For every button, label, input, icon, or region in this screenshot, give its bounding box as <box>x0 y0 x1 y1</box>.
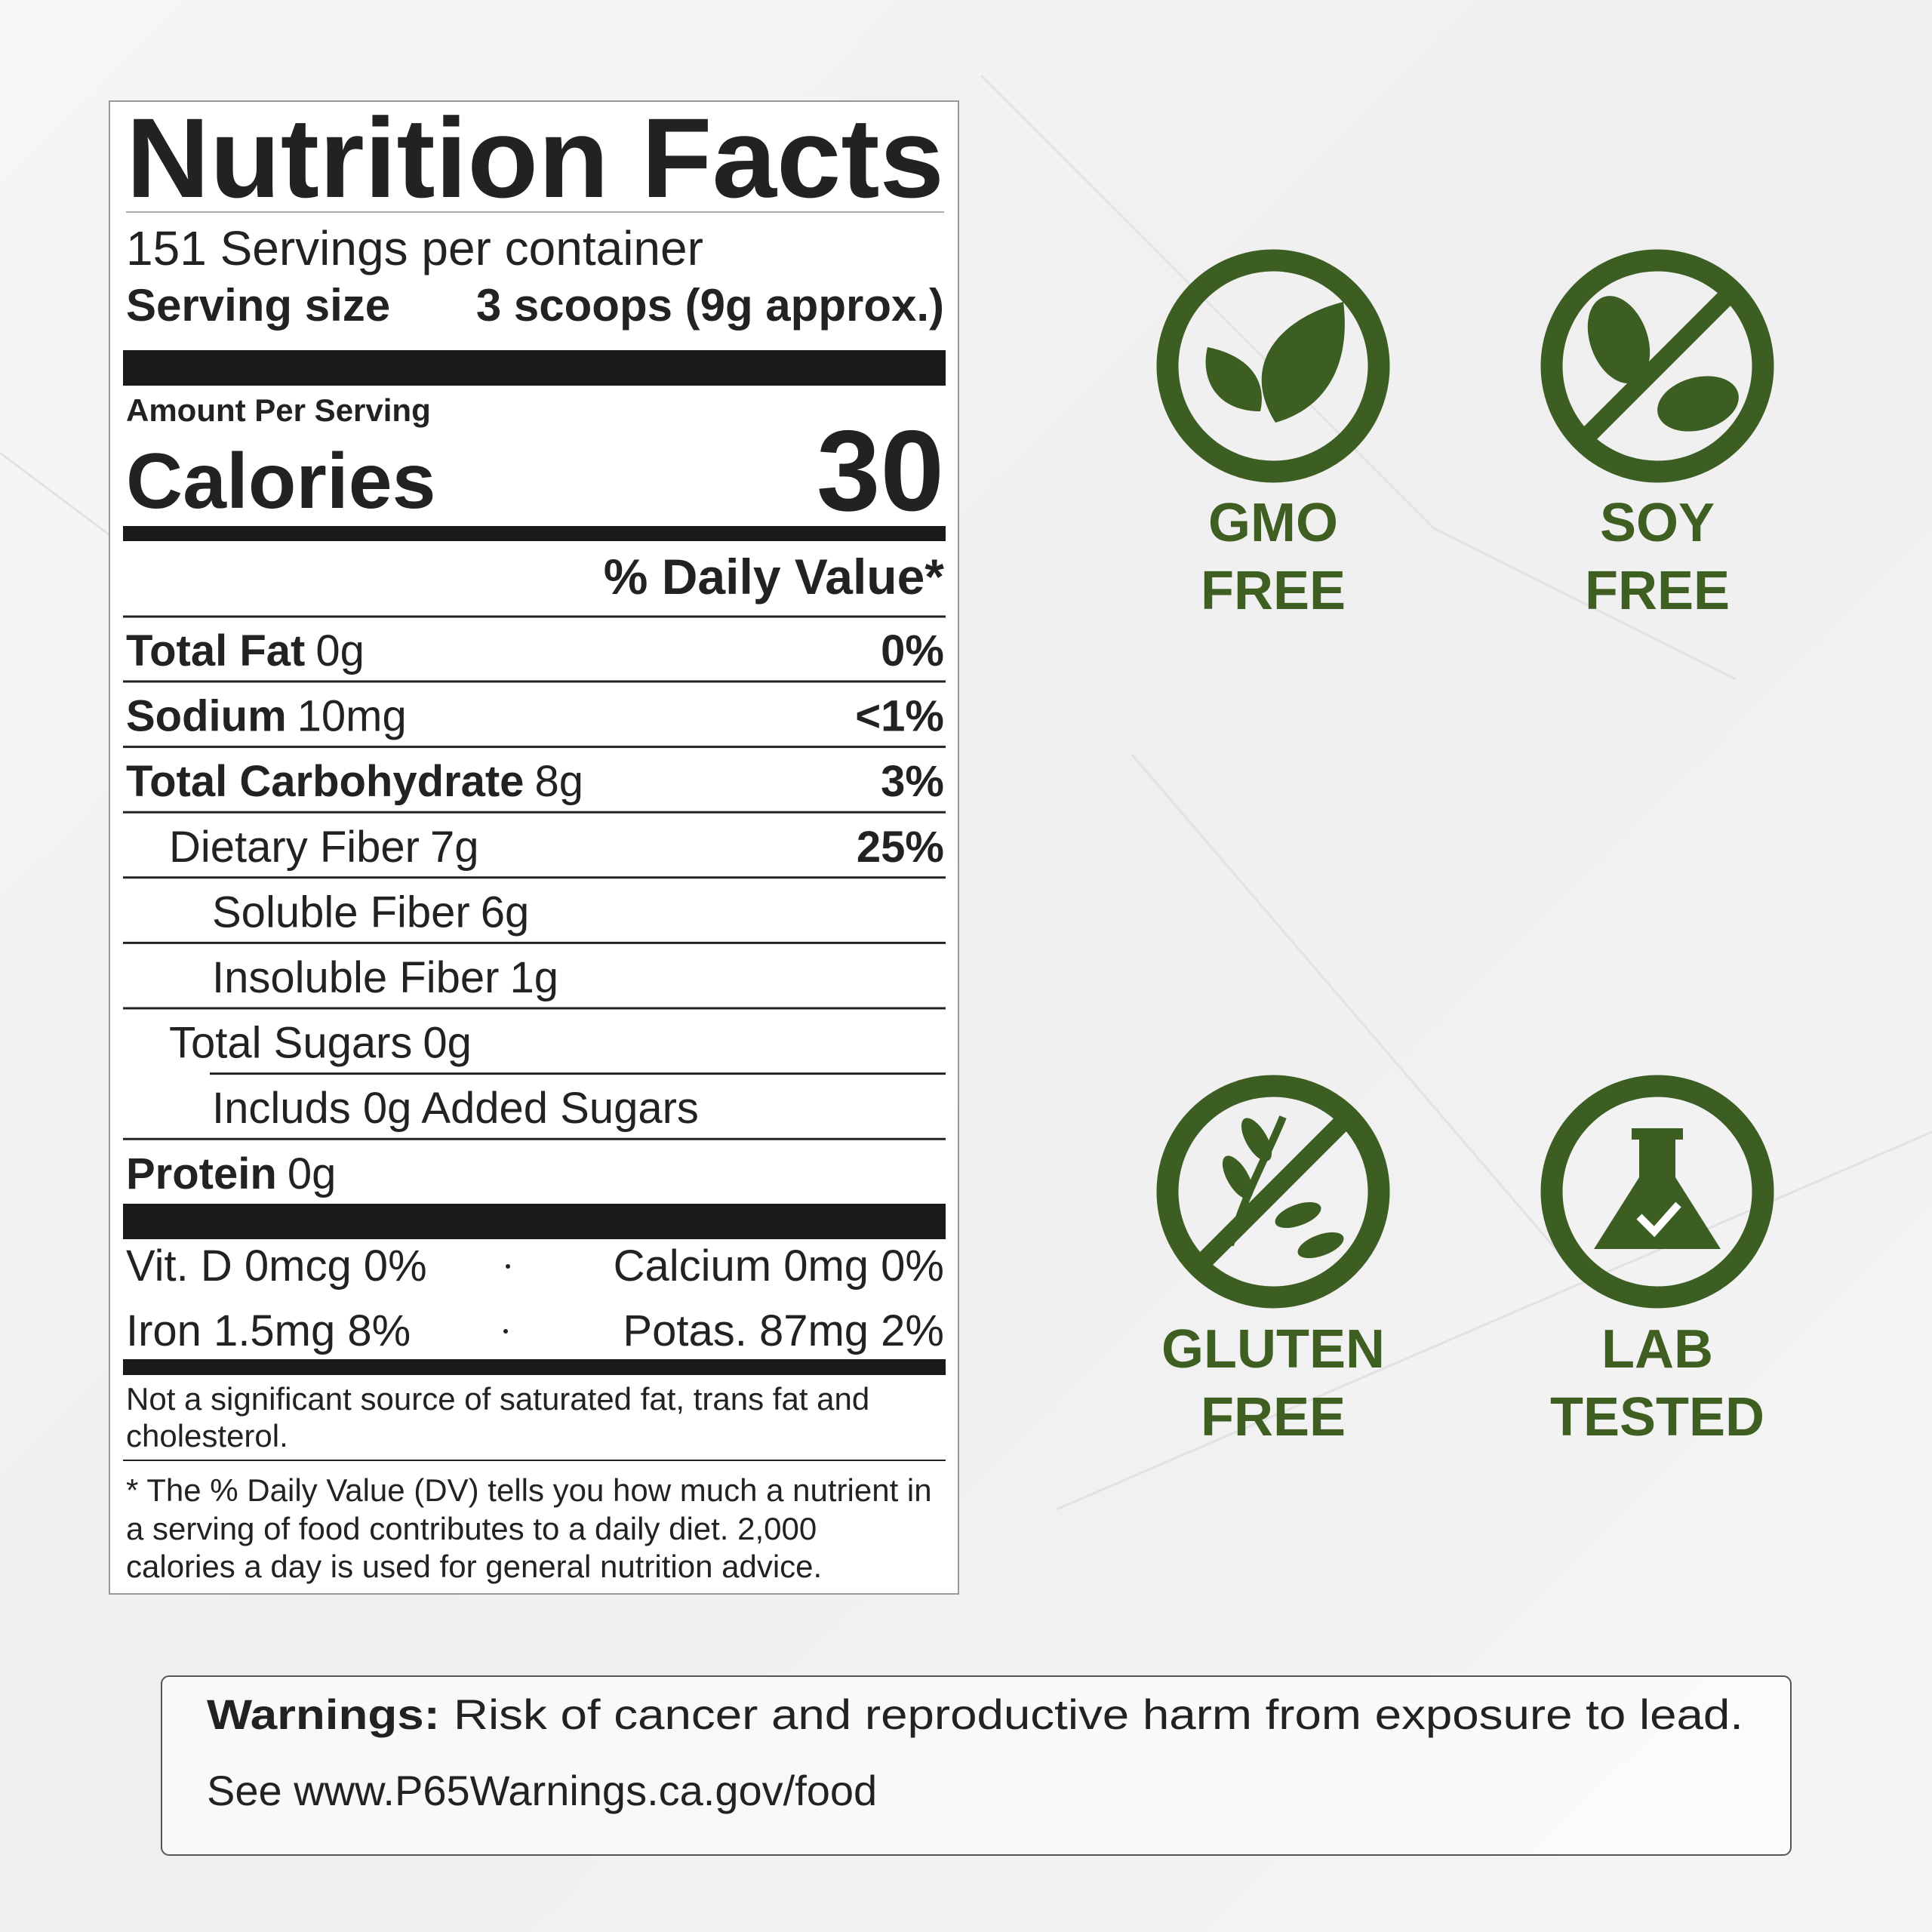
badge-ring <box>1540 1075 1774 1309</box>
badge-ring <box>1156 1075 1390 1309</box>
nutrient-amount: 10mg <box>297 692 407 741</box>
nutrient-name: Soluble Fiber <box>212 888 470 937</box>
nutrition-label: Nutrition Facts 151 Servings per contain… <box>109 94 959 1595</box>
nutrient-dv: 25% <box>857 823 944 872</box>
nutrient: Total Carbohydrate 8g <box>126 757 583 806</box>
grain <box>1222 1155 1254 1199</box>
nutrient: Dietary Fiber 7g <box>169 823 479 872</box>
nutrient-name: Insoluble Fiber <box>212 953 499 1002</box>
vitamin: Potas. 87mg 2% <box>623 1306 944 1355</box>
grain <box>1241 1118 1272 1161</box>
label-title: Nutrition Facts <box>126 94 944 221</box>
serving-size-label: Serving size <box>126 280 390 331</box>
slash <box>1191 1109 1355 1274</box>
badge-text: FREE <box>1585 561 1730 621</box>
badge-ring <box>1156 249 1390 483</box>
vitamin: Iron 1.5mg 8% <box>126 1306 411 1355</box>
badge-text: GMO <box>1208 493 1338 553</box>
nutrient: Total Sugars 0g <box>169 1019 472 1068</box>
vitamin: Calcium 0mg 0% <box>614 1241 944 1291</box>
separator-dot <box>503 1329 508 1334</box>
nutrient-dv: 3% <box>881 757 944 806</box>
nutrient-name: Sodium <box>126 692 287 741</box>
label-box <box>109 100 959 1595</box>
separator-dot <box>506 1264 510 1269</box>
check-icon <box>1636 1201 1681 1238</box>
nutrient-amount: 0g <box>315 626 365 675</box>
badge-gmo-free: GMO FREE <box>1156 249 1390 621</box>
leaf-icon <box>1205 347 1262 411</box>
nutrient-amount: 0g <box>288 1149 337 1198</box>
nutrient-dv: <1% <box>855 692 944 741</box>
nutrient-amount: 6g <box>481 888 530 937</box>
badge-lab-tested: LAB TESTED <box>1540 1075 1774 1447</box>
nutrient: Includs 0g Added Sugars <box>212 1084 699 1133</box>
nutrient-amount: 8g <box>534 757 583 806</box>
badge-ring <box>1540 249 1774 483</box>
nutrient: Sodium 10mg <box>126 692 407 741</box>
warning-link: See www.P65Warnings.ca.gov/food <box>207 1767 877 1814</box>
footnote-line: calories a day is used for general nutri… <box>126 1549 822 1584</box>
warning-line: Warnings: Risk of cancer and reproductive… <box>207 1690 1743 1738</box>
slash <box>1575 284 1740 448</box>
nutrient-amount: 0g <box>423 1019 472 1068</box>
warning-label: Warnings: <box>207 1690 440 1738</box>
marble-veins <box>0 74 1932 1511</box>
bean-icon <box>1587 296 1651 383</box>
thick-bar <box>123 350 946 386</box>
nutrient-name: Total Carbohydrate <box>126 757 524 806</box>
nutrient-dv: 0% <box>881 626 944 675</box>
amount-per-serving: Amount Per Serving <box>126 392 431 428</box>
calories-value: 30 <box>817 407 944 535</box>
nutrient-name: Total Fat <box>126 626 305 675</box>
leaf-icon <box>1261 302 1345 423</box>
nutrient: Insoluble Fiber 1g <box>212 953 558 1002</box>
badge-text: LAB <box>1601 1319 1713 1380</box>
grain <box>1297 1232 1344 1259</box>
badge-text: FREE <box>1201 561 1346 621</box>
nutrient-rows: Total Fat 0g 0%Sodium 10mg <1%Total Carbohyd… <box>123 626 946 1198</box>
medium-bar <box>123 1359 946 1375</box>
badge-text: GLUTEN <box>1161 1319 1385 1380</box>
flask-icon <box>1594 1128 1721 1249</box>
badge-text: FREE <box>1201 1387 1346 1447</box>
note-line: Not a significant source of saturated fa… <box>126 1381 869 1417</box>
warning-frame <box>161 1675 1792 1856</box>
nutrient-name: Includs 0g Added Sugars <box>212 1084 699 1133</box>
nutrient-name: Dietary Fiber <box>169 823 420 872</box>
badge-text: TESTED <box>1550 1387 1764 1447</box>
nutrient: Protein 0g <box>126 1149 336 1198</box>
calories-label: Calories <box>126 438 435 525</box>
badge-text: SOY <box>1600 493 1715 553</box>
nutrient: Total Fat 0g <box>126 626 365 675</box>
grain <box>1275 1201 1321 1229</box>
warning-box: Warnings: Risk of cancer and reproductive… <box>161 1675 1792 1856</box>
nutrient-name: Protein <box>126 1149 277 1198</box>
daily-value-header: % Daily Value* <box>604 549 945 605</box>
footnote-line: * The % Daily Value (DV) tells you how m… <box>126 1472 932 1508</box>
footnote-line: a serving of food contributes to a daily… <box>126 1511 817 1546</box>
bean-icon <box>1657 376 1739 432</box>
nutrient: Soluble Fiber 6g <box>212 888 529 937</box>
badge-gluten-free: GLUTEN FREE <box>1156 1075 1390 1447</box>
badge-soy-free: SOY FREE <box>1540 249 1774 621</box>
nutrient-amount: 7g <box>430 823 479 872</box>
thick-bar <box>123 1204 946 1239</box>
nutrient-name: Total Sugars <box>169 1019 412 1068</box>
vitamin: Vit. D 0mcg 0% <box>126 1241 427 1291</box>
nutrient-amount: 1g <box>509 953 558 1002</box>
note-line: cholesterol. <box>126 1418 288 1454</box>
servings: 151 Servings per container <box>126 221 703 275</box>
medium-bar <box>123 526 946 541</box>
serving-size: 3 scoops (9g approx.) <box>476 280 944 331</box>
warning-text: Risk of cancer and reproductive harm fro… <box>454 1690 1743 1738</box>
